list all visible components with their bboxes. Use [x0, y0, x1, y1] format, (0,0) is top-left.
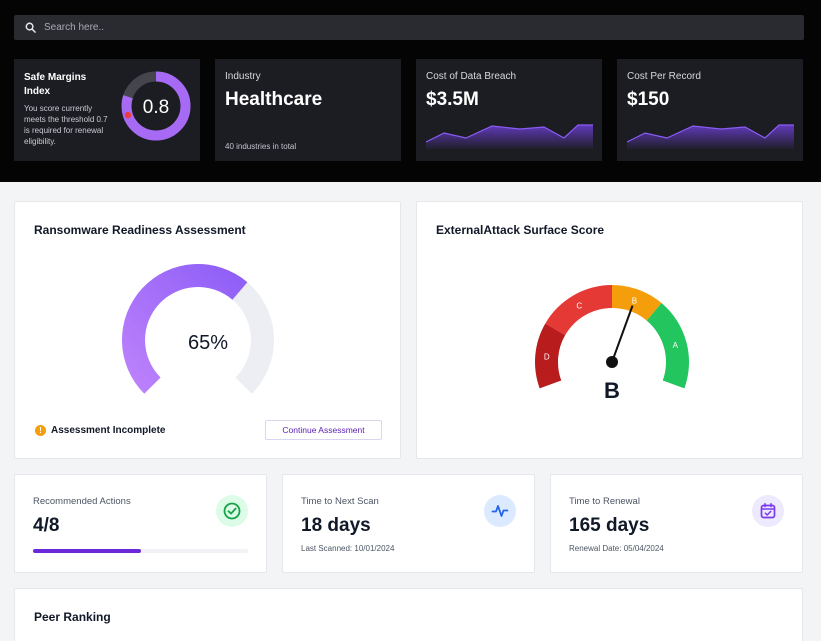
gauge-segment-b	[612, 285, 662, 321]
cost-per-record-card: Cost Per Record $150	[617, 59, 803, 161]
recommended-actions-progress	[33, 549, 248, 553]
warning-icon: !	[35, 425, 46, 436]
renewal-card: Time to Renewal 165 days Renewal Date: 0…	[550, 474, 803, 573]
safe-margins-ring: 0.8	[121, 71, 191, 141]
header-band: Safe Margins Index You score currently m…	[0, 0, 821, 182]
renewal-label: Time to Renewal	[569, 496, 640, 507]
calendar-check-icon	[752, 495, 784, 527]
ransomware-card: Ransomware Readiness Assessment 65% ! As…	[14, 201, 401, 459]
peer-ranking-title: Peer Ranking	[34, 610, 111, 624]
last-scanned-date: Last Scanned: 10/01/2024	[301, 544, 395, 553]
external-attack-title: ExternalAttack Surface Score	[436, 223, 605, 237]
gauge-segment-c	[545, 285, 612, 335]
safe-margins-text: You score currently meets the threshold …	[24, 104, 108, 146]
search-bar[interactable]	[14, 15, 804, 40]
renewal-date: Renewal Date: 05/04/2024	[569, 544, 664, 553]
safe-margins-card: Safe Margins Index You score currently m…	[14, 59, 200, 161]
activity-pulse-icon	[484, 495, 516, 527]
gauge-needle	[611, 305, 634, 363]
industry-count: 40 industries in total	[225, 142, 297, 151]
ransomware-percent: 65%	[188, 332, 228, 354]
assessment-status-label: Assessment Incomplete	[51, 425, 166, 436]
industry-value: Healthcare	[225, 89, 323, 110]
breach-cost-value: $3.5M	[426, 89, 479, 110]
next-scan-value: 18 days	[301, 515, 371, 536]
cost-per-record-sparkline	[627, 124, 794, 149]
recommended-actions-card: Recommended Actions 4/8	[14, 474, 267, 573]
gauge-segment-label-c: C	[576, 301, 582, 310]
cost-per-record-value: $150	[627, 89, 670, 110]
search-input[interactable]	[44, 22, 744, 33]
industry-label: Industry	[225, 71, 261, 82]
gauge-pivot	[606, 356, 618, 368]
breach-cost-label: Cost of Data Breach	[426, 71, 517, 82]
breach-cost-card: Cost of Data Breach $3.5M	[416, 59, 602, 161]
recommended-actions-progress-fill	[33, 549, 141, 553]
search-icon	[25, 22, 36, 33]
safe-margins-score: 0.8	[143, 97, 169, 118]
peer-ranking-card: Peer Ranking	[14, 588, 803, 641]
gauge-segment-label-a: A	[673, 341, 679, 350]
gauge-segment-label-b: B	[632, 296, 637, 305]
recommended-actions-label: Recommended Actions	[33, 496, 131, 507]
ransomware-gauge-fill	[122, 264, 248, 394]
ransomware-title: Ransomware Readiness Assessment	[34, 223, 246, 237]
gauge-segment-a	[646, 303, 689, 389]
continue-assessment-button[interactable]: Continue Assessment	[265, 420, 382, 440]
external-attack-grade: B	[604, 378, 620, 403]
assessment-status: ! Assessment Incomplete	[35, 425, 166, 436]
external-attack-gauge: D C B A B	[535, 285, 689, 403]
gauge-segment-d	[535, 323, 566, 389]
cost-per-record-label: Cost Per Record	[627, 71, 701, 82]
next-scan-label: Time to Next Scan	[301, 496, 379, 507]
ransomware-gauge: 65%	[122, 264, 275, 394]
gauge-segment-label-d: D	[544, 352, 550, 361]
next-scan-card: Time to Next Scan 18 days Last Scanned: …	[282, 474, 535, 573]
renewal-value: 165 days	[569, 515, 650, 536]
safe-margins-score-arc	[121, 71, 191, 141]
breach-cost-sparkline	[426, 124, 593, 149]
external-attack-card: ExternalAttack Surface Score D C B A B	[416, 201, 803, 459]
threshold-marker	[124, 111, 132, 119]
recommended-actions-value: 4/8	[33, 515, 60, 536]
industry-card: Industry Healthcare 40 industries in tot…	[215, 59, 401, 161]
check-circle-icon	[216, 495, 248, 527]
safe-margins-title: Safe Margins Index	[24, 72, 87, 97]
